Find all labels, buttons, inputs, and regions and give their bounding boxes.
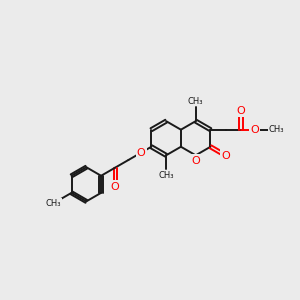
Text: CH₃: CH₃ <box>45 199 61 208</box>
Text: CH₃: CH₃ <box>188 97 203 106</box>
Text: CH₃: CH₃ <box>158 171 174 180</box>
Text: O: O <box>111 182 119 191</box>
Text: CH₃: CH₃ <box>269 125 284 134</box>
Text: O: O <box>237 106 245 116</box>
Text: O: O <box>250 125 259 135</box>
Text: O: O <box>137 148 146 158</box>
Text: O: O <box>221 151 230 160</box>
Text: O: O <box>191 156 200 166</box>
